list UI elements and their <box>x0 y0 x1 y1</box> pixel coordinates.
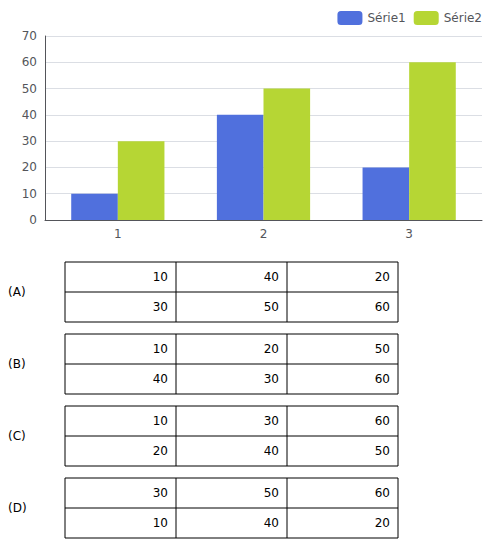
svg-text:50: 50 <box>264 300 279 314</box>
svg-text:(A): (A) <box>8 285 26 299</box>
svg-text:(D): (D) <box>8 501 27 515</box>
svg-text:50: 50 <box>375 342 390 356</box>
svg-text:10: 10 <box>153 342 168 356</box>
svg-text:10: 10 <box>153 516 168 530</box>
svg-text:(C): (C) <box>8 429 26 443</box>
svg-text:1: 1 <box>114 227 122 241</box>
svg-text:0: 0 <box>29 213 37 227</box>
svg-text:50: 50 <box>264 486 279 500</box>
svg-text:30: 30 <box>264 372 279 386</box>
svg-text:40: 40 <box>22 108 37 122</box>
svg-text:20: 20 <box>153 444 168 458</box>
svg-text:60: 60 <box>22 55 37 69</box>
svg-text:20: 20 <box>22 160 37 174</box>
svg-text:10: 10 <box>153 270 168 284</box>
svg-text:(B): (B) <box>8 357 26 371</box>
svg-text:60: 60 <box>375 414 390 428</box>
svg-text:40: 40 <box>264 516 279 530</box>
svg-text:3: 3 <box>405 227 413 241</box>
svg-text:40: 40 <box>153 372 168 386</box>
svg-text:20: 20 <box>264 342 279 356</box>
svg-text:50: 50 <box>22 82 37 96</box>
svg-text:60: 60 <box>375 486 390 500</box>
svg-text:40: 40 <box>264 270 279 284</box>
svg-text:60: 60 <box>375 300 390 314</box>
svg-text:10: 10 <box>22 187 37 201</box>
svg-text:30: 30 <box>264 414 279 428</box>
svg-text:Série1: Série1 <box>367 11 405 25</box>
svg-text:10: 10 <box>153 414 168 428</box>
svg-text:20: 20 <box>375 270 390 284</box>
svg-text:Série2: Série2 <box>444 11 482 25</box>
svg-text:20: 20 <box>375 516 390 530</box>
svg-text:60: 60 <box>375 372 390 386</box>
svg-text:2: 2 <box>260 227 268 241</box>
svg-text:30: 30 <box>153 486 168 500</box>
svg-text:30: 30 <box>153 300 168 314</box>
svg-text:30: 30 <box>22 134 37 148</box>
svg-text:40: 40 <box>264 444 279 458</box>
svg-text:70: 70 <box>22 29 37 43</box>
svg-text:50: 50 <box>375 444 390 458</box>
